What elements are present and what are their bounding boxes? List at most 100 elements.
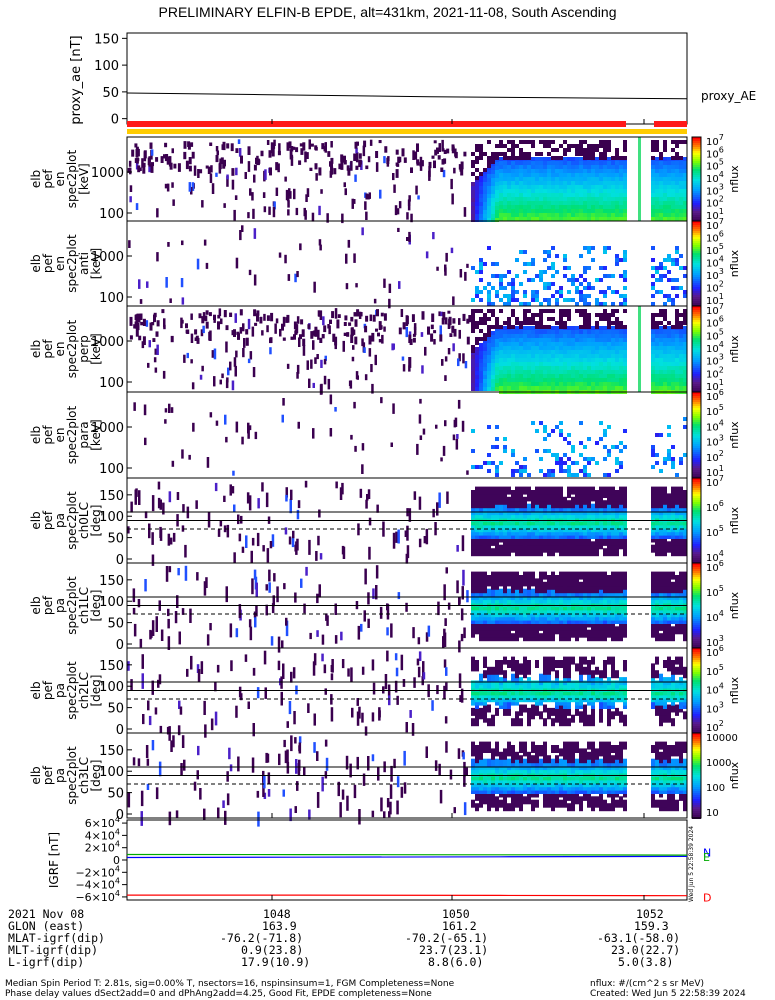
flux-pixel xyxy=(483,363,487,367)
flux-pixel xyxy=(619,342,623,346)
flux-pixel xyxy=(531,165,535,169)
flux-pixel xyxy=(671,362,675,366)
flux-pixel xyxy=(675,370,679,374)
colorbar-cell xyxy=(692,239,701,241)
flux-pixel xyxy=(619,346,623,350)
flux-pixel xyxy=(479,355,483,359)
flux-pixel xyxy=(507,298,511,302)
flux-pixel xyxy=(579,571,583,580)
flux-pixel xyxy=(603,473,607,477)
flux-pixel xyxy=(551,148,555,152)
flux-pixel xyxy=(675,334,679,338)
flux-pixel xyxy=(571,197,575,201)
flux-pixel xyxy=(247,318,251,330)
flux-pixel xyxy=(663,309,667,313)
flux-pixel xyxy=(623,205,627,209)
flux-pixel xyxy=(675,346,679,350)
flux-pixel xyxy=(531,193,535,197)
flux-pixel xyxy=(675,378,679,382)
flux-pixel xyxy=(535,354,539,358)
flux-pixel xyxy=(441,359,444,366)
flux-pixel xyxy=(286,363,290,369)
flux-pixel xyxy=(603,177,607,181)
flux-pixel xyxy=(213,314,216,320)
flux-pixel xyxy=(623,334,627,338)
flux-pixel xyxy=(503,161,507,165)
flux-pixel xyxy=(623,429,627,433)
flux-pixel xyxy=(475,182,479,186)
flux-pixel xyxy=(559,541,563,550)
flux-pixel xyxy=(483,371,487,375)
flux-pixel xyxy=(531,378,535,382)
flux-pixel xyxy=(483,182,487,186)
flux-pixel xyxy=(519,189,523,193)
flux-pixel xyxy=(147,157,151,166)
flux-pixel xyxy=(659,321,663,325)
flux-pixel xyxy=(135,163,139,170)
flux-pixel xyxy=(229,623,233,638)
flux-pixel xyxy=(239,309,243,316)
flux-pixel xyxy=(551,217,555,221)
colorbar-cell xyxy=(692,400,701,402)
flux-pixel xyxy=(615,165,619,169)
flux-pixel xyxy=(587,185,591,189)
colorbar-label: nflux xyxy=(728,165,741,193)
flux-pixel xyxy=(397,529,400,544)
flux-pixel xyxy=(619,201,623,205)
flux-pixel xyxy=(667,493,671,502)
flux-pixel xyxy=(234,195,238,200)
colorbar-cell xyxy=(692,147,701,149)
flux-pixel xyxy=(663,386,667,390)
flux-pixel xyxy=(551,246,555,250)
flux-pixel xyxy=(358,153,362,159)
flux-pixel xyxy=(683,544,687,553)
flux-pixel xyxy=(679,330,683,334)
flux-pixel xyxy=(519,500,523,509)
flux-pixel xyxy=(393,184,396,193)
flux-pixel xyxy=(226,377,229,383)
flux-pixel xyxy=(611,346,615,350)
flux-pixel xyxy=(223,203,226,208)
flux-pixel xyxy=(571,449,575,453)
flux-pixel xyxy=(575,366,579,370)
flux-pixel xyxy=(137,148,140,157)
flux-pixel xyxy=(503,366,507,370)
flux-pixel xyxy=(397,592,401,600)
flux-pixel xyxy=(491,371,495,375)
flux-pixel xyxy=(615,321,619,325)
flux-pixel xyxy=(559,144,563,148)
flux-pixel xyxy=(299,243,302,251)
flux-pixel xyxy=(679,358,683,362)
flux-pixel xyxy=(495,339,499,343)
flux-pixel xyxy=(591,189,595,193)
flux-pixel xyxy=(655,374,659,378)
flux-pixel xyxy=(495,202,499,206)
flux-pixel xyxy=(324,355,327,361)
flux-pixel xyxy=(671,177,675,181)
flux-pixel xyxy=(527,326,531,330)
flux-pixel xyxy=(679,378,683,382)
flux-pixel xyxy=(155,331,159,337)
flux-pixel xyxy=(575,326,579,330)
flux-pixel xyxy=(499,330,503,334)
flux-pixel xyxy=(555,370,559,374)
flux-pixel xyxy=(575,386,579,390)
flux-pixel xyxy=(394,205,398,216)
flux-pixel xyxy=(458,164,462,170)
flux-pixel xyxy=(623,571,627,580)
flux-pixel xyxy=(511,350,515,354)
flux-pixel xyxy=(139,313,143,320)
flux-pixel xyxy=(511,156,515,160)
flux-pixel xyxy=(151,620,155,636)
flux-pixel xyxy=(615,338,619,342)
flux-pixel xyxy=(249,188,252,196)
flux-pixel xyxy=(531,382,535,386)
flux-pixel xyxy=(181,297,185,305)
flux-pixel xyxy=(374,354,377,366)
flux-pixel xyxy=(655,321,659,325)
flux-pixel xyxy=(495,144,499,148)
flux-pixel xyxy=(185,160,189,170)
flux-pixel xyxy=(144,511,148,519)
flux-pixel xyxy=(495,335,499,339)
flux-pixel xyxy=(623,197,627,201)
